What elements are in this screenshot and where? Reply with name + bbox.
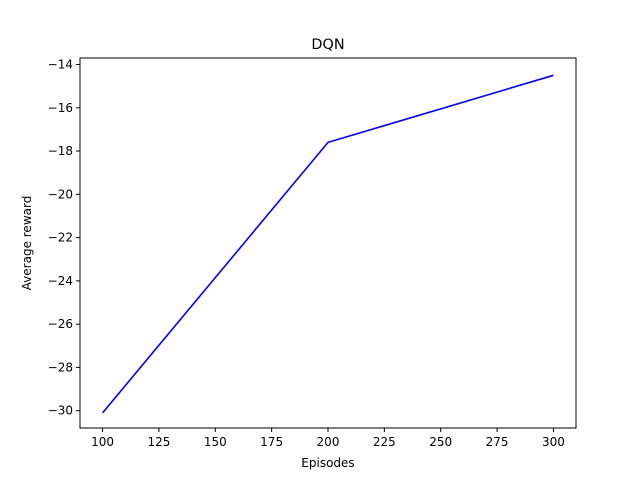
y-tick-label: −26: [48, 317, 73, 331]
x-tick-label: 175: [260, 435, 283, 449]
y-tick-label: −28: [48, 360, 73, 374]
y-tick-label: −24: [48, 274, 73, 288]
x-tick-label: 200: [317, 435, 340, 449]
x-tick-label: 300: [542, 435, 565, 449]
plot-frame: [79, 57, 577, 429]
x-tick-label: 250: [429, 435, 452, 449]
x-tick-label: 150: [204, 435, 227, 449]
x-tick-label: 100: [91, 435, 114, 449]
x-tick-label: 275: [486, 435, 509, 449]
plot-area: [80, 58, 576, 428]
x-tick-label: 225: [373, 435, 396, 449]
x-axis-label: Episodes: [301, 456, 354, 470]
y-tick-label: −16: [48, 101, 73, 115]
y-tick-label: −20: [48, 187, 73, 201]
x-tick-label: 125: [147, 435, 170, 449]
chart-title: DQN: [311, 37, 344, 53]
series-line-0: [101, 74, 554, 414]
y-tick-label: −18: [48, 144, 73, 158]
series-layer: [101, 74, 554, 414]
y-axis-label: Average reward: [20, 196, 34, 291]
y-tick-label: −14: [48, 57, 73, 71]
y-tick-label: −22: [48, 231, 73, 245]
y-tick-label: −30: [48, 404, 73, 418]
y-axis-ticks: −30 −28 −26 −24 −22 −20 −18 −16 −14: [48, 57, 80, 418]
x-axis-ticks: 100 125 150 175 200 225 250 275 300: [91, 428, 565, 449]
